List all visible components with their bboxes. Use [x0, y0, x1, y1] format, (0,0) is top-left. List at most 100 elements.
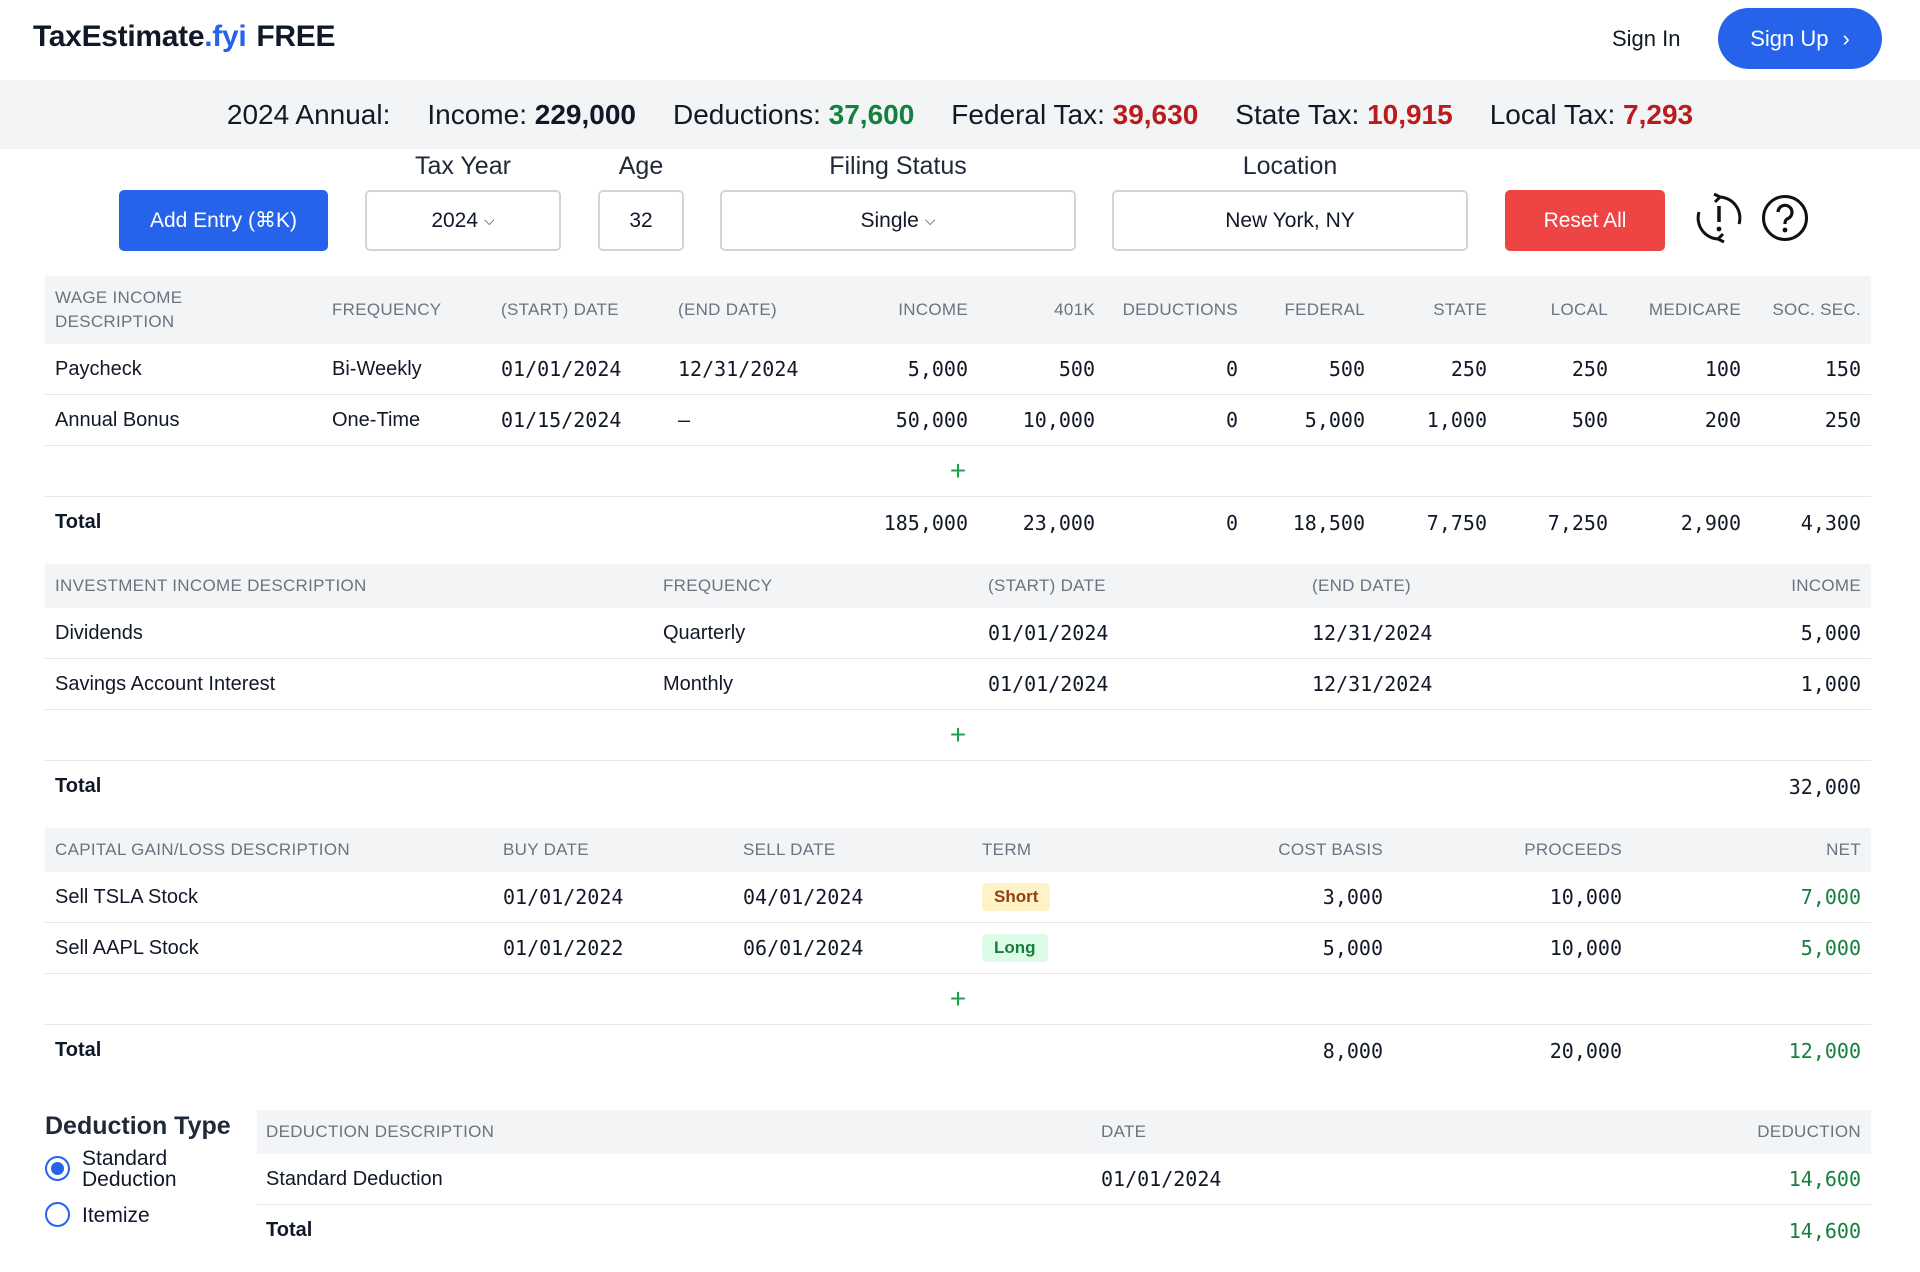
- standard-deduction-radio[interactable]: [45, 1156, 70, 1181]
- total-label: Total: [55, 1039, 102, 1061]
- cell-term: Long: [982, 923, 1048, 973]
- brand-tag: FREE: [256, 20, 336, 53]
- sign-up-label: Sign Up: [1750, 25, 1829, 51]
- chevron-down-icon: ⌵: [484, 212, 495, 228]
- cell-401k: 500: [1058, 357, 1095, 381]
- header-income: INCOME: [898, 300, 968, 319]
- total-label: Total: [55, 775, 102, 797]
- summary-label: 2024 Annual:: [226, 98, 391, 130]
- cell-end-date: 12/31/2024: [1312, 672, 1433, 696]
- add-capital-row: +: [45, 974, 1871, 1025]
- sign-up-button[interactable]: Sign Up ›: [1718, 8, 1882, 69]
- cell-income: 5,000: [1800, 621, 1861, 645]
- add-entry-button[interactable]: Add Entry (⌘K): [119, 190, 328, 251]
- term-badge: Short: [982, 883, 1051, 911]
- brand-name: TaxEstimate: [33, 20, 205, 53]
- brand-logo[interactable]: TaxEstimate.fyi FREE: [33, 20, 336, 54]
- add-row-button[interactable]: +: [949, 719, 967, 750]
- cell-frequency: Bi-Weekly: [332, 357, 422, 380]
- table-row[interactable]: Sell TSLA Stock 01/01/2024 04/01/2024 Sh…: [45, 872, 1871, 923]
- header-deduction: DEDUCTION: [1757, 1122, 1861, 1141]
- cell-description: Sell TSLA Stock: [55, 885, 199, 908]
- cell-cost-basis: 5,000: [1322, 936, 1383, 960]
- age-input[interactable]: 32: [598, 190, 684, 251]
- summary-local-tax: Local Tax: 7,293: [1489, 98, 1694, 130]
- total-local: 7,250: [1547, 510, 1608, 535]
- header-investment-description: INVESTMENT INCOME DESCRIPTION: [55, 576, 367, 595]
- header-state: STATE: [1433, 300, 1487, 319]
- header-proceeds: PROCEEDS: [1524, 840, 1622, 859]
- header-frequency: FREQUENCY: [663, 576, 773, 595]
- header-start-date: (START) DATE: [988, 576, 1106, 595]
- sync-alert-icon[interactable]: [1694, 193, 1744, 243]
- cell-soc-sec: 250: [1824, 408, 1861, 432]
- sign-in-link[interactable]: Sign In: [1612, 26, 1681, 51]
- header-deduction-description: DEDUCTION DESCRIPTION: [266, 1122, 495, 1141]
- itemize-label[interactable]: Itemize: [82, 1204, 150, 1227]
- tax-year-select[interactable]: 2024 ⌵: [365, 190, 561, 251]
- cell-description: Paycheck: [55, 357, 142, 380]
- total-income: 185,000: [883, 510, 968, 535]
- cell-start-date: 01/01/2024: [501, 357, 622, 381]
- reset-all-button[interactable]: Reset All: [1505, 190, 1665, 251]
- filing-status-label: Filing Status: [829, 152, 967, 180]
- table-header: INVESTMENT INCOME DESCRIPTION FREQUENCY …: [45, 564, 1871, 608]
- table-row[interactable]: Standard Deduction 01/01/2024 14,600: [257, 1154, 1871, 1205]
- header-401k: 401K: [1054, 300, 1095, 319]
- header-sell-date: SELL DATE: [743, 840, 836, 859]
- total-label: Total: [266, 1219, 313, 1241]
- cell-medicare: 100: [1704, 357, 1741, 381]
- help-icon[interactable]: [1760, 193, 1810, 243]
- cell-description: Dividends: [55, 621, 143, 644]
- header-cost-basis: COST BASIS: [1278, 840, 1383, 859]
- cell-proceeds: 10,000: [1549, 936, 1622, 960]
- add-row-button[interactable]: +: [949, 455, 967, 486]
- cell-buy-date: 01/01/2022: [503, 936, 624, 960]
- cell-end-date: 12/31/2024: [1312, 621, 1433, 645]
- total-deduction: 14,600: [1788, 1218, 1861, 1243]
- cell-state: 250: [1450, 357, 1487, 381]
- total-proceeds: 20,000: [1549, 1038, 1622, 1063]
- cell-income: 50,000: [895, 408, 968, 432]
- cell-start-date: 01/15/2024: [501, 408, 622, 432]
- table-row[interactable]: Annual Bonus One-Time 01/15/2024 – 50,00…: [45, 395, 1871, 446]
- cell-frequency: One-Time: [332, 408, 421, 431]
- location-input[interactable]: New York, NY: [1112, 190, 1468, 251]
- header-net: NET: [1826, 840, 1861, 859]
- add-wage-row: +: [45, 446, 1871, 497]
- header-frequency: FREQUENCY: [332, 300, 442, 319]
- header-date: DATE: [1101, 1122, 1147, 1141]
- cell-deductions: 0: [1225, 357, 1238, 381]
- brand-suffix: .fyi: [204, 20, 247, 53]
- cell-net: 7,000: [1800, 885, 1861, 909]
- chevron-down-icon: ⌵: [924, 212, 936, 228]
- header-end-date: (END DATE): [1312, 576, 1412, 595]
- tax-year-value: 2024: [431, 208, 479, 232]
- header-deductions: DEDUCTIONS: [1122, 300, 1238, 319]
- filing-status-select[interactable]: Single ⌵: [720, 190, 1076, 251]
- header-term: TERM: [982, 840, 1032, 859]
- standard-deduction-label[interactable]: Standard Deduction: [82, 1147, 177, 1191]
- add-row-button[interactable]: +: [949, 983, 967, 1014]
- cell-start-date: 01/01/2024: [988, 621, 1109, 645]
- cell-federal: 500: [1328, 357, 1365, 381]
- cell-soc-sec: 150: [1824, 357, 1861, 381]
- table-row[interactable]: Paycheck Bi-Weekly 01/01/2024 12/31/2024…: [45, 344, 1871, 395]
- term-badge: Long: [982, 934, 1048, 962]
- total-cost-basis: 8,000: [1322, 1038, 1383, 1063]
- table-row[interactable]: Sell AAPL Stock 01/01/2022 06/01/2024 Lo…: [45, 923, 1871, 974]
- table-row[interactable]: Dividends Quarterly 01/01/2024 12/31/202…: [45, 608, 1871, 659]
- annual-summary-bar: 2024 Annual: Income: 229,000 Deductions:…: [0, 80, 1920, 149]
- cell-local: 250: [1571, 357, 1608, 381]
- cell-deduction: 14,600: [1788, 1167, 1861, 1191]
- deduction-type-title: Deduction Type: [45, 1112, 231, 1140]
- table-row[interactable]: Savings Account Interest Monthly 01/01/2…: [45, 659, 1871, 710]
- table-header: DEDUCTION DESCRIPTION DATE DEDUCTION: [257, 1110, 1871, 1154]
- cell-proceeds: 10,000: [1549, 885, 1622, 909]
- cell-description: Savings Account Interest: [55, 672, 276, 695]
- header-end-date: (END DATE): [678, 300, 778, 319]
- tax-year-label: Tax Year: [415, 152, 511, 180]
- cell-local: 500: [1571, 408, 1608, 432]
- itemize-radio[interactable]: [45, 1202, 70, 1227]
- header-capital-description: CAPITAL GAIN/LOSS DESCRIPTION: [55, 840, 350, 859]
